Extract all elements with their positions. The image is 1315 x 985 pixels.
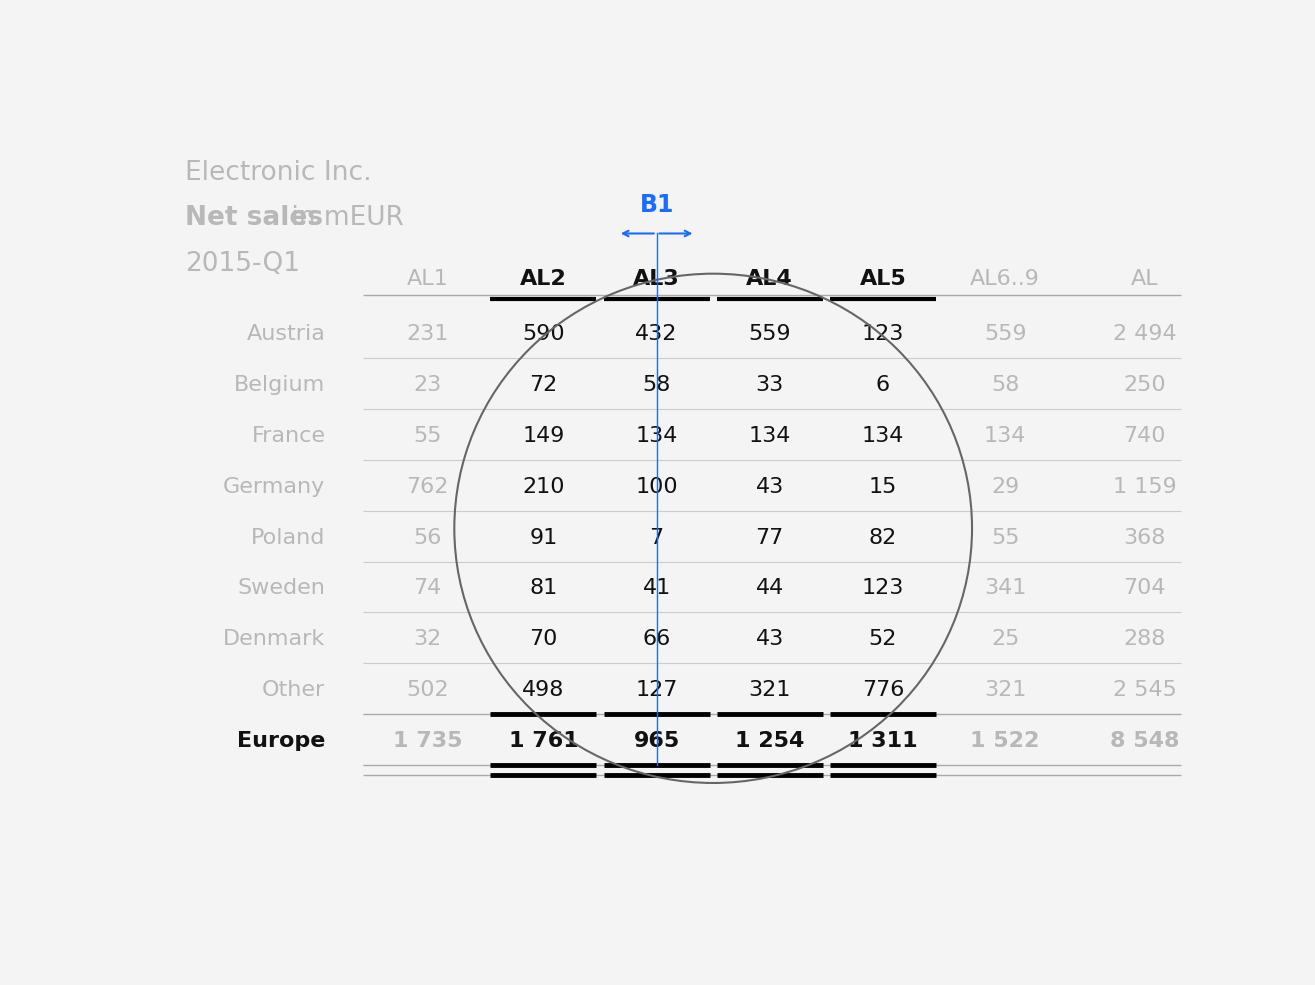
Text: Electronic Inc.: Electronic Inc. xyxy=(184,160,371,186)
Text: 2 494: 2 494 xyxy=(1112,324,1177,345)
Text: 43: 43 xyxy=(756,629,784,649)
Text: 6: 6 xyxy=(876,375,890,395)
Text: 134: 134 xyxy=(984,426,1026,446)
Text: Europe: Europe xyxy=(237,731,325,751)
Text: AL1: AL1 xyxy=(406,269,448,289)
Text: Germany: Germany xyxy=(224,477,325,496)
Text: AL: AL xyxy=(1131,269,1159,289)
Text: 965: 965 xyxy=(634,731,680,751)
Text: 134: 134 xyxy=(635,426,677,446)
Text: 43: 43 xyxy=(756,477,784,496)
Text: 7: 7 xyxy=(650,528,664,548)
Text: 127: 127 xyxy=(635,680,677,700)
Text: 1 735: 1 735 xyxy=(393,731,462,751)
Text: 123: 123 xyxy=(861,578,903,599)
Text: 55: 55 xyxy=(413,426,442,446)
Text: 2 545: 2 545 xyxy=(1112,680,1177,700)
Text: 502: 502 xyxy=(406,680,448,700)
Text: 250: 250 xyxy=(1123,375,1166,395)
Text: 231: 231 xyxy=(406,324,448,345)
Text: Other: Other xyxy=(262,680,325,700)
Text: Austria: Austria xyxy=(246,324,325,345)
Text: 1 761: 1 761 xyxy=(509,731,579,751)
Text: 123: 123 xyxy=(861,324,903,345)
Text: Denmark: Denmark xyxy=(224,629,325,649)
Text: 559: 559 xyxy=(748,324,792,345)
Text: 33: 33 xyxy=(756,375,784,395)
Text: 134: 134 xyxy=(748,426,790,446)
Text: 321: 321 xyxy=(748,680,790,700)
Text: 498: 498 xyxy=(522,680,564,700)
Text: 8 548: 8 548 xyxy=(1110,731,1180,751)
Text: 15: 15 xyxy=(869,477,897,496)
Text: 1 522: 1 522 xyxy=(970,731,1040,751)
Text: 559: 559 xyxy=(984,324,1027,345)
Text: 2015-Q1: 2015-Q1 xyxy=(184,251,300,277)
Text: 149: 149 xyxy=(522,426,564,446)
Text: 32: 32 xyxy=(413,629,442,649)
Text: 368: 368 xyxy=(1123,528,1166,548)
Text: 77: 77 xyxy=(756,528,784,548)
Text: 70: 70 xyxy=(530,629,558,649)
Text: 56: 56 xyxy=(413,528,442,548)
Text: AL6..9: AL6..9 xyxy=(970,269,1040,289)
Text: 321: 321 xyxy=(984,680,1026,700)
Text: 432: 432 xyxy=(635,324,677,345)
Text: 91: 91 xyxy=(530,528,558,548)
Text: 288: 288 xyxy=(1123,629,1166,649)
Text: 776: 776 xyxy=(861,680,903,700)
Text: 74: 74 xyxy=(413,578,442,599)
Text: 82: 82 xyxy=(869,528,897,548)
Text: AL5: AL5 xyxy=(860,269,906,289)
Text: 72: 72 xyxy=(530,375,558,395)
Text: 41: 41 xyxy=(643,578,671,599)
Text: Sweden: Sweden xyxy=(238,578,325,599)
Text: France: France xyxy=(251,426,325,446)
Text: 44: 44 xyxy=(756,578,784,599)
Text: 1 159: 1 159 xyxy=(1112,477,1177,496)
Text: 58: 58 xyxy=(992,375,1019,395)
Text: 134: 134 xyxy=(861,426,903,446)
Text: 81: 81 xyxy=(530,578,558,599)
Text: 66: 66 xyxy=(643,629,671,649)
Text: Net sales: Net sales xyxy=(184,206,322,231)
Text: AL2: AL2 xyxy=(521,269,567,289)
Text: 58: 58 xyxy=(643,375,671,395)
Text: AL3: AL3 xyxy=(634,269,680,289)
Text: 762: 762 xyxy=(406,477,448,496)
Text: 590: 590 xyxy=(522,324,565,345)
Text: 1 311: 1 311 xyxy=(848,731,918,751)
Text: 341: 341 xyxy=(984,578,1026,599)
Text: B1: B1 xyxy=(639,193,673,217)
Text: 100: 100 xyxy=(635,477,679,496)
Text: AL4: AL4 xyxy=(747,269,793,289)
Text: 704: 704 xyxy=(1123,578,1166,599)
Text: 55: 55 xyxy=(992,528,1019,548)
Text: 210: 210 xyxy=(522,477,564,496)
Text: 1 254: 1 254 xyxy=(735,731,805,751)
Text: Belgium: Belgium xyxy=(234,375,325,395)
Text: in mEUR: in mEUR xyxy=(283,206,404,231)
Text: 52: 52 xyxy=(869,629,897,649)
Text: Poland: Poland xyxy=(251,528,325,548)
Text: 740: 740 xyxy=(1123,426,1166,446)
Text: 23: 23 xyxy=(413,375,442,395)
Text: 29: 29 xyxy=(992,477,1019,496)
Text: 25: 25 xyxy=(992,629,1019,649)
